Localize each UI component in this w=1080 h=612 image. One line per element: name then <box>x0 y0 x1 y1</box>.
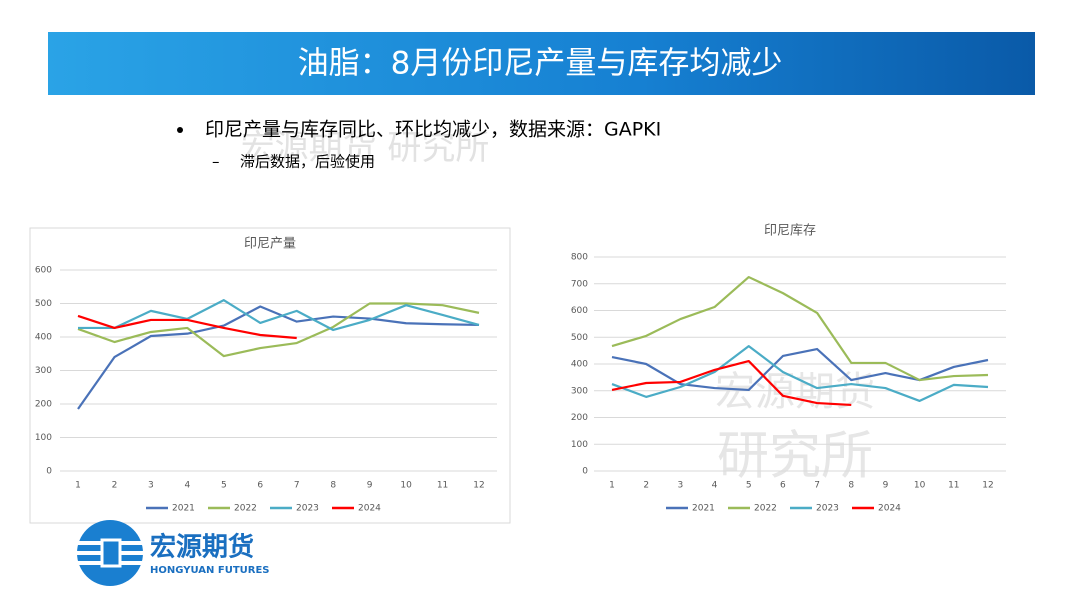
y-tick-label: 100 <box>35 433 52 443</box>
x-tick-label: 7 <box>294 481 300 491</box>
series-line <box>77 314 297 340</box>
x-tick-label: 11 <box>948 481 959 491</box>
series-line <box>611 347 989 392</box>
x-tick-label: 8 <box>330 481 336 491</box>
x-tick-label: 6 <box>780 481 786 491</box>
series-line <box>77 302 480 358</box>
sub-bullet: 滞后数据，后验使用 <box>240 153 375 171</box>
y-tick-label: 300 <box>35 366 52 376</box>
legend-label: 2022 <box>754 504 777 514</box>
logo-name: 宏源期货 <box>150 532 254 563</box>
y-tick-label: 300 <box>571 386 588 396</box>
x-tick-label: 3 <box>677 481 683 491</box>
bullet-dot <box>177 127 183 133</box>
legend-label: 2021 <box>172 504 195 514</box>
x-tick-label: 9 <box>883 481 889 491</box>
chart-frame <box>29 227 511 524</box>
x-tick-label: 12 <box>473 481 484 491</box>
y-tick-label: 500 <box>571 333 588 343</box>
legend-label: 2022 <box>234 504 257 514</box>
y-tick-label: 800 <box>571 253 588 263</box>
y-tick-label: 200 <box>571 413 588 423</box>
logo-icon <box>76 520 146 586</box>
x-tick-label: 2 <box>643 481 649 491</box>
series-line <box>78 299 480 332</box>
x-tick-label: 10 <box>400 481 412 491</box>
x-tick-label: 5 <box>221 481 227 491</box>
y-tick-label: 0 <box>46 467 52 477</box>
y-tick-label: 600 <box>35 266 52 276</box>
x-tick-label: 8 <box>848 481 854 491</box>
watermark: 宏源期货 研究所 <box>241 128 490 168</box>
legend-label: 2024 <box>358 504 381 514</box>
y-tick-label: 100 <box>571 440 588 450</box>
y-tick-label: 600 <box>571 306 588 316</box>
x-tick-label: 4 <box>712 481 718 491</box>
chart-title: 印尼产量 <box>244 237 296 252</box>
series-line <box>77 305 480 410</box>
chart-title: 印尼库存 <box>764 223 816 239</box>
x-tick-label: 2 <box>112 481 118 491</box>
x-tick-label: 4 <box>184 481 190 491</box>
legend-label: 2023 <box>816 504 839 514</box>
bullet: 印尼产量与库存同比、环比均减少，数据来源：GAPKI <box>205 119 661 141</box>
legend-label: 2021 <box>692 504 715 514</box>
x-tick-label: 9 <box>367 481 373 491</box>
x-tick-label: 12 <box>982 481 993 491</box>
y-tick-label: 400 <box>571 360 588 370</box>
y-tick-label: 500 <box>35 299 52 309</box>
legend-label: 2023 <box>296 504 319 514</box>
x-tick-label: 5 <box>746 481 752 491</box>
y-tick-label: 0 <box>582 467 588 477</box>
series-line <box>611 359 852 407</box>
x-tick-label: 11 <box>437 481 448 491</box>
sub-bullet-dash: – <box>212 153 220 171</box>
x-tick-label: 1 <box>609 481 615 491</box>
x-tick-label: 3 <box>148 481 154 491</box>
y-tick-label: 700 <box>571 279 588 289</box>
header-band <box>48 32 1035 95</box>
watermark: 宏源期货 <box>715 369 875 415</box>
x-tick-label: 1 <box>75 481 81 491</box>
y-tick-label: 200 <box>35 400 52 410</box>
x-tick-label: 7 <box>814 481 820 491</box>
logo-en: HONGYUAN FUTURES <box>150 565 270 576</box>
watermark: 研究所 <box>717 427 873 487</box>
slide-title: 油脂：8月份印尼产量与库存均减少 <box>298 46 783 82</box>
y-tick-label: 400 <box>35 333 52 343</box>
x-tick-label: 6 <box>257 481 263 491</box>
series-line <box>611 275 989 382</box>
series-line <box>611 344 989 403</box>
x-tick-label: 10 <box>914 481 926 491</box>
legend-label: 2024 <box>878 504 901 514</box>
